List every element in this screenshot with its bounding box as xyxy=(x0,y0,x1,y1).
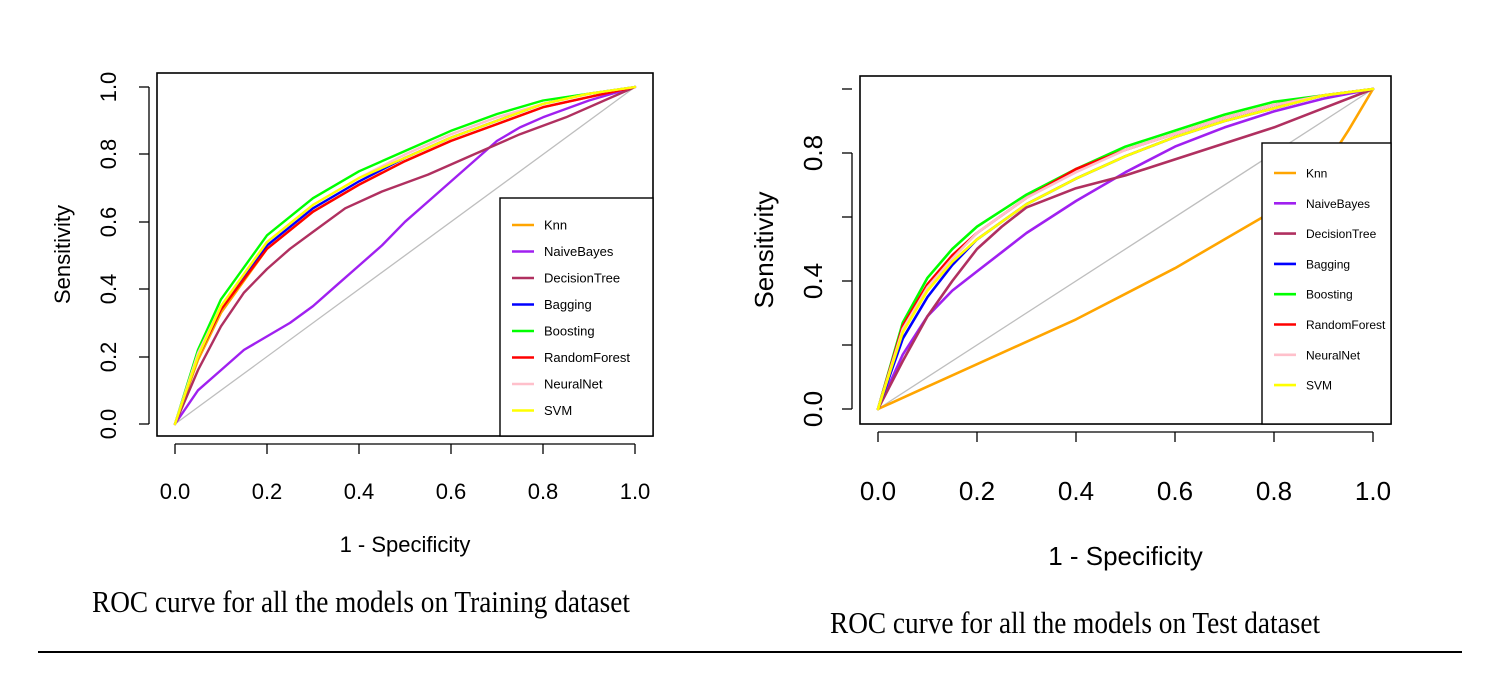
y-tick-label: 0.0 xyxy=(96,409,121,440)
x-tick-label: 0.0 xyxy=(160,479,191,504)
legend-entry: NaiveBayes xyxy=(544,244,614,259)
x-tick-label: 0.6 xyxy=(436,479,467,504)
legend-entry: Boosting xyxy=(1306,288,1353,302)
legend-entry: NaiveBayes xyxy=(1306,197,1370,211)
roc-curve-svm xyxy=(876,87,1375,411)
legend: Knn NaiveBayes DecisionTree Bagging Boosting… xyxy=(1261,142,1392,425)
y-tick-label: 1.0 xyxy=(96,72,121,103)
y-tick-label: 0.4 xyxy=(798,263,828,299)
legend-entry: DecisionTree xyxy=(544,271,620,286)
y-axis-label: Sensitivity xyxy=(749,191,779,308)
x-tick-label: 0.6 xyxy=(1157,476,1193,506)
x-axis-label: 1 - Specificity xyxy=(340,532,471,557)
roc-chart-test: 0.0 0.2 0.4 0.6 0.8 1.0 0.0 0.4 0.8 1 - Specifici… xyxy=(749,75,1392,571)
legend-entry: Boosting xyxy=(544,324,595,339)
x-tick-label: 0.8 xyxy=(1256,476,1292,506)
x-tick-label: 0.8 xyxy=(528,479,559,504)
legend-box xyxy=(1261,142,1392,425)
legend-entry: NeuralNet xyxy=(544,377,603,392)
legend-entry: SVM xyxy=(1306,379,1332,393)
roc-curve-neuralnet xyxy=(876,87,1375,411)
roc-curve-decisiontree xyxy=(173,85,637,426)
x-tick-label: 0.2 xyxy=(959,476,995,506)
y-tick-label: 0.8 xyxy=(96,139,121,170)
bottom-rule xyxy=(38,651,1462,653)
x-tick-label: 1.0 xyxy=(1355,476,1391,506)
x-tick-label: 0.4 xyxy=(344,479,375,504)
legend-entry: Bagging xyxy=(1306,257,1350,271)
caption-test: ROC curve for all the models on Test dat… xyxy=(830,605,1321,640)
x-tick-label: 0.0 xyxy=(860,476,896,506)
roc-curve-boosting xyxy=(173,85,637,426)
legend-entry: NeuralNet xyxy=(1306,348,1361,362)
legend-entry: DecisionTree xyxy=(1306,227,1377,241)
x-tick-label: 1.0 xyxy=(620,479,651,504)
roc-curve-decisiontree xyxy=(876,87,1375,411)
legend-entry: Bagging xyxy=(544,297,592,312)
roc-curve-svm xyxy=(173,85,637,426)
legend-entry: Knn xyxy=(1306,167,1327,181)
roc-curve-naivebayes xyxy=(876,87,1375,411)
legend-entry: SVM xyxy=(544,403,572,418)
x-axis-label: 1 - Specificity xyxy=(1048,541,1203,571)
y-tick-label: 0.4 xyxy=(96,274,121,305)
y-tick-label: 0.0 xyxy=(798,391,828,427)
x-tick-label: 0.4 xyxy=(1058,476,1094,506)
roc-curve-naivebayes xyxy=(173,85,637,426)
caption-training: ROC curve for all the models on Training… xyxy=(92,584,630,619)
y-tick-label: 0.8 xyxy=(798,135,828,171)
diagonal-reference-line xyxy=(174,86,636,425)
legend-entry: RandomForest xyxy=(1306,318,1386,332)
y-tick-label: 0.6 xyxy=(96,207,121,238)
legend: Knn NaiveBayes DecisionTree Bagging Boosting… xyxy=(499,197,654,437)
legend-entry: Knn xyxy=(544,218,567,233)
y-axis-label: Sensitivity xyxy=(50,205,75,304)
legend-entry: RandomForest xyxy=(544,350,630,365)
x-tick-label: 0.2 xyxy=(252,479,283,504)
y-tick-label: 0.2 xyxy=(96,342,121,373)
legend-box xyxy=(499,197,654,437)
roc-chart-training: 0.0 0.2 0.4 0.6 0.8 1.0 0.0 0.2 0.4 0.6 0.8 1.0 1 - … xyxy=(50,72,654,557)
